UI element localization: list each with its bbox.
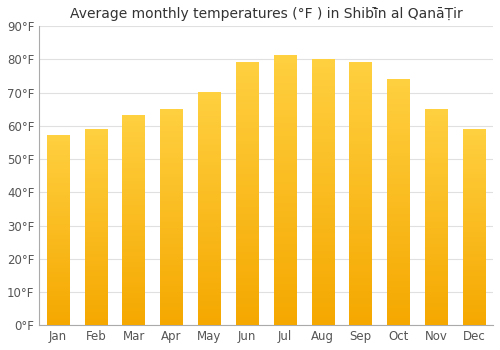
Title: Average monthly temperatures (°F ) in Shibī̄n al QanāṬir: Average monthly temperatures (°F ) in Sh… <box>70 7 462 21</box>
